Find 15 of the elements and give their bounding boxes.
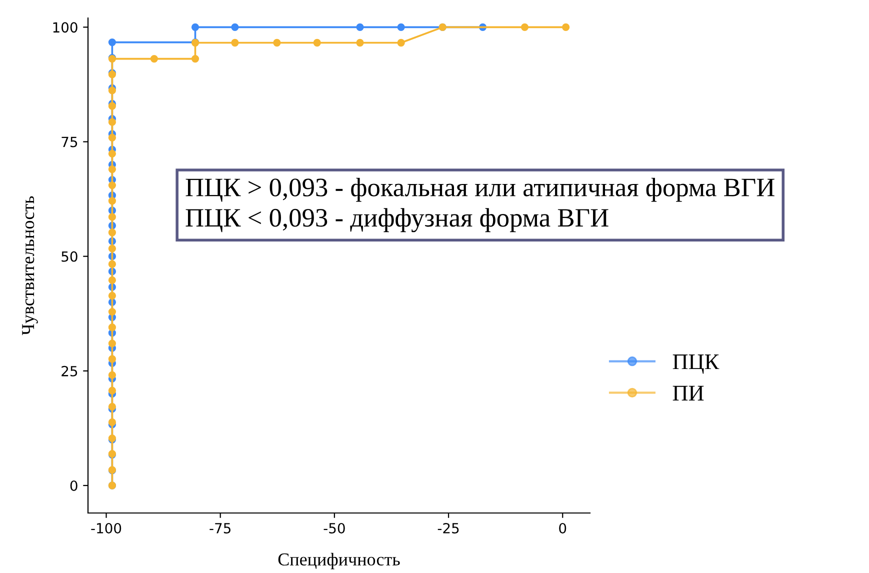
x-axis-title: Специфичность (278, 552, 400, 570)
y-tick-label: 25 (62, 366, 78, 376)
y-tick-label: 75 (62, 136, 78, 148)
legend-label: ПИ (672, 386, 704, 400)
y-tick-label: 0 (70, 480, 78, 491)
legend-label: ПЦК (672, 354, 720, 374)
y-tick-label: 100 (53, 22, 78, 33)
y-axis-title: Чувствительность (22, 196, 38, 336)
x-tick-label: -100 (91, 522, 122, 534)
annotation: ПЦК > 0,093 - фокальная или атипичная форма ВГИ ПЦК < 0,093 - диффузная форма ВГИ (186, 178, 774, 232)
y-tick-label: 50 (62, 251, 78, 262)
x-tick-label: 0 (559, 522, 566, 534)
x-tick-label: -75 (210, 523, 230, 534)
x-tick-label: -25 (438, 522, 459, 534)
x-tick-label: -50 (324, 522, 345, 534)
